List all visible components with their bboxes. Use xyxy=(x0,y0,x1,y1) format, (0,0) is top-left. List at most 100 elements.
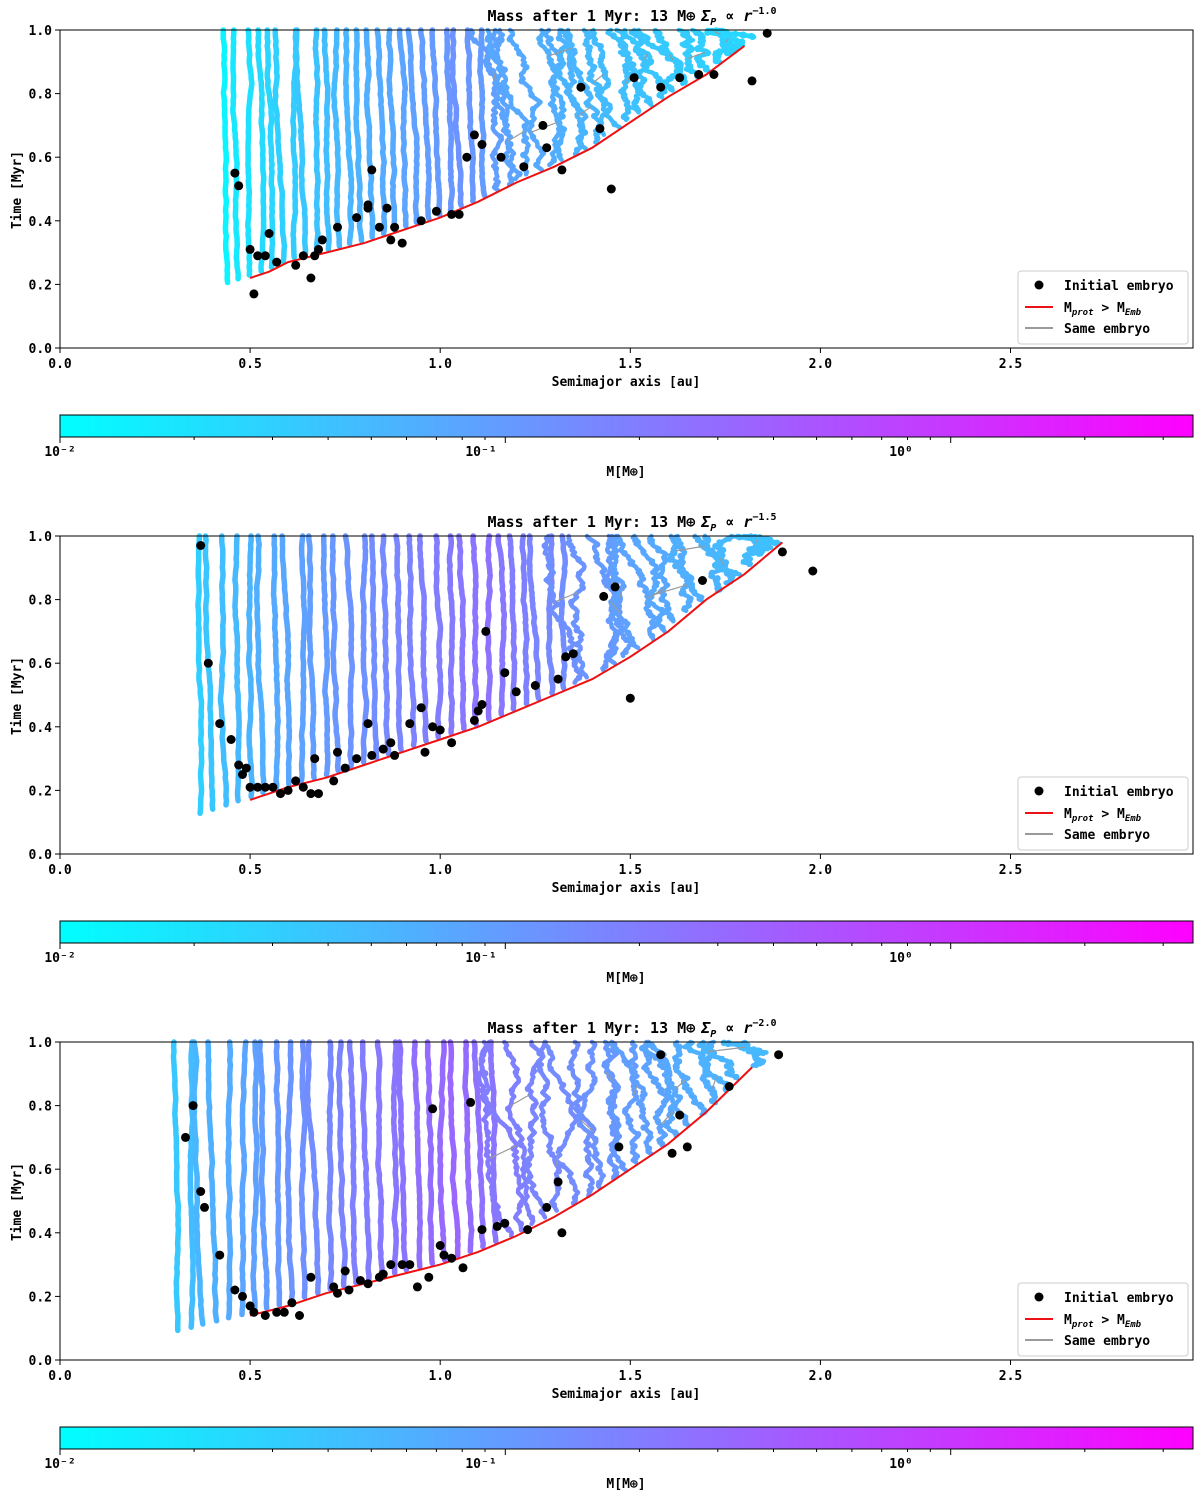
track-bead xyxy=(640,91,647,99)
track-bead xyxy=(696,595,703,602)
x-tick-label: 0.0 xyxy=(48,1369,72,1384)
track-bead xyxy=(584,1156,592,1164)
track-bead xyxy=(623,68,630,76)
track-bead xyxy=(708,1097,716,1105)
embryo-marker xyxy=(416,703,426,713)
track-bead xyxy=(611,120,618,128)
y-tick-label: 0.0 xyxy=(29,1354,53,1369)
track-bead xyxy=(622,48,629,56)
track-bead xyxy=(684,48,692,56)
track-bead xyxy=(655,615,662,622)
track-bead xyxy=(494,81,502,88)
embryo-marker xyxy=(344,1285,354,1295)
embryo-marker xyxy=(241,763,251,773)
embryo-marker xyxy=(230,168,240,178)
track-bead xyxy=(688,582,695,589)
mass-track xyxy=(449,27,464,209)
mass-track xyxy=(246,533,255,800)
track-bead xyxy=(608,612,615,620)
track-bead xyxy=(530,1103,537,1110)
track-bead xyxy=(578,669,585,676)
track-bead xyxy=(601,101,608,108)
track-bead xyxy=(602,1060,609,1067)
track-bead xyxy=(624,57,631,64)
track-bead xyxy=(716,539,723,546)
track-bead xyxy=(658,596,665,603)
x-tick-label: 1.0 xyxy=(428,1369,452,1384)
track-bead xyxy=(658,564,666,571)
colorbar-gradient xyxy=(59,414,1194,438)
panel-3-colorbar: 10⁻² 10⁻¹ 10⁰ M[M⊕] xyxy=(44,1426,1194,1492)
embryo-marker xyxy=(808,566,818,576)
mass-track xyxy=(191,1039,206,1327)
legend-marker-embryo xyxy=(1034,786,1044,796)
embryo-marker xyxy=(625,693,635,703)
track-bead xyxy=(493,181,500,188)
track-bead xyxy=(672,1065,680,1072)
track-bead xyxy=(564,1130,572,1137)
track-bead xyxy=(666,1069,673,1076)
embryo-marker xyxy=(283,785,293,795)
track-bead xyxy=(479,1051,486,1058)
track-bead xyxy=(671,550,678,557)
track-bead xyxy=(597,117,604,125)
same-embryo-link xyxy=(687,51,706,59)
track-bead xyxy=(566,1064,574,1071)
track-bead xyxy=(506,36,513,43)
y-tick-label: 0.4 xyxy=(29,215,53,230)
track-bead xyxy=(517,1201,524,1209)
embryo-marker xyxy=(667,1148,677,1158)
same-embryo-link xyxy=(576,106,592,118)
track-bead xyxy=(687,63,694,70)
track-bead xyxy=(621,1057,628,1064)
track-bead xyxy=(656,1107,664,1115)
track-bead xyxy=(652,71,659,79)
panel-2-title: Mass after 1 Myr: 13 M⊕ ΣP ∝ r−1.5 xyxy=(488,512,777,534)
track-bead xyxy=(498,36,505,44)
track-bead xyxy=(500,79,507,87)
embryo-marker xyxy=(333,747,342,757)
legend-box xyxy=(1017,776,1189,851)
track-bead xyxy=(638,1113,646,1120)
track-bead xyxy=(582,1172,590,1179)
track-bead xyxy=(524,1085,532,1093)
track-bead xyxy=(704,1071,712,1078)
same-embryo-link xyxy=(554,591,578,603)
track-bead xyxy=(695,536,702,543)
track-bead xyxy=(696,1101,703,1109)
track-bead xyxy=(575,556,582,563)
track-bead xyxy=(487,1107,495,1115)
legend-box xyxy=(1017,270,1189,345)
track-bead xyxy=(536,35,543,42)
x-tick-label: 2.5 xyxy=(999,863,1022,878)
track-bead xyxy=(727,1066,735,1073)
track-bead xyxy=(550,157,557,164)
mass-track xyxy=(232,533,242,804)
track-bead xyxy=(610,562,618,569)
track-bead xyxy=(678,1072,686,1080)
embryo-marker xyxy=(576,82,586,92)
x-tick-label: 0.0 xyxy=(48,863,72,878)
y-tick-label: 1.0 xyxy=(29,530,53,545)
track-bead xyxy=(636,30,644,38)
embryo-marker xyxy=(428,1104,438,1114)
x-tick-label: 1.0 xyxy=(428,863,452,878)
embryo-marker xyxy=(614,1142,624,1152)
track-bead xyxy=(611,596,618,603)
track-bead xyxy=(643,1066,650,1073)
mass-track xyxy=(273,1039,283,1308)
track-bead xyxy=(621,550,628,557)
track-bead xyxy=(550,103,557,110)
panel-2-y-ticks: 0.0 0.2 0.4 0.6 0.8 1.0 xyxy=(29,530,60,863)
track-bead xyxy=(704,49,711,57)
track-bead xyxy=(686,1087,693,1094)
mass-track xyxy=(429,27,443,218)
embryo-marker xyxy=(245,782,255,792)
embryo-marker xyxy=(317,235,327,245)
colorbar-label: M[M⊕] xyxy=(606,1477,645,1492)
embryo-marker xyxy=(511,687,521,697)
embryo-marker xyxy=(363,719,373,729)
track-bead xyxy=(708,569,716,576)
same-embryo-link xyxy=(593,73,605,83)
y-tick-label: 0.8 xyxy=(29,1100,53,1115)
